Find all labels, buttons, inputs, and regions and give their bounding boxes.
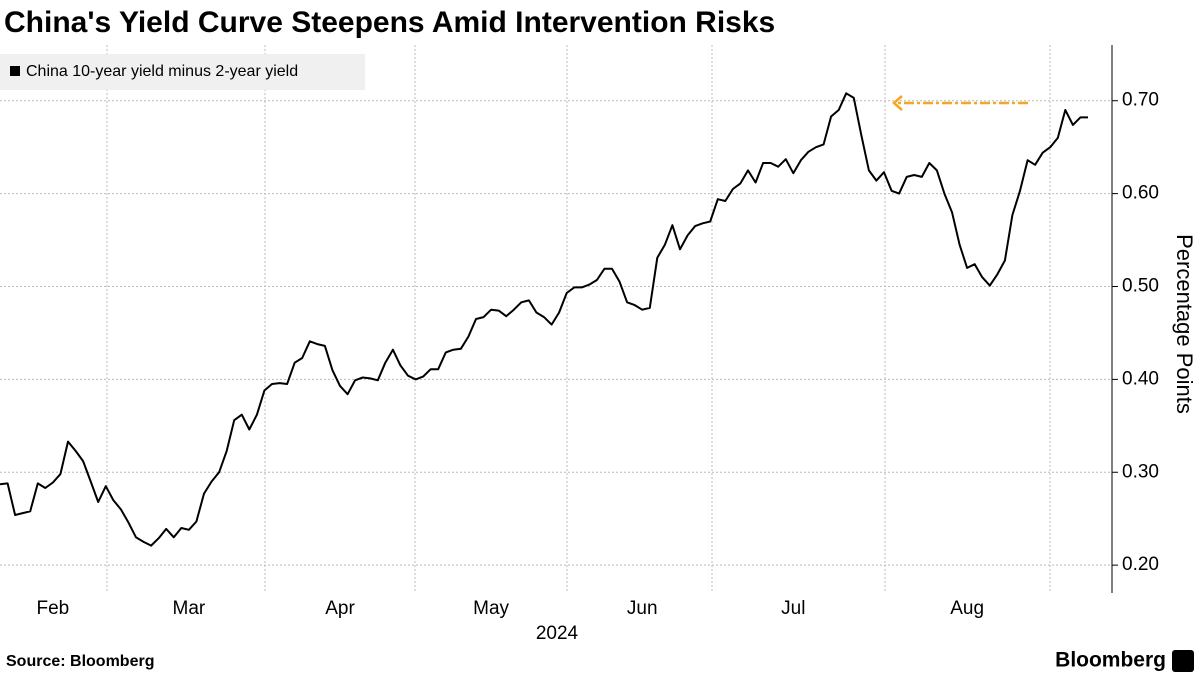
x-tick-label: Aug [950, 598, 984, 619]
source: Source: Bloomberg [6, 653, 154, 670]
legend-swatch [10, 66, 20, 76]
y-axis-label: Percentage Points [1172, 234, 1197, 414]
legend-box [0, 54, 365, 90]
x-tick-label: May [473, 598, 509, 619]
brand-icon [1172, 650, 1194, 672]
brand: Bloomberg [1055, 649, 1166, 672]
y-tick-label: 0.50 [1122, 276, 1159, 297]
x-tick-label: Jun [627, 598, 658, 619]
y-tick-label: 0.40 [1122, 368, 1159, 389]
x-tick-label: Feb [37, 598, 70, 619]
y-tick-label: 0.60 [1122, 183, 1159, 204]
legend-label: China 10-year yield minus 2-year yield [26, 63, 298, 80]
line [0, 92, 1088, 547]
x-tick-label: Apr [325, 598, 355, 619]
x-tick-label: Mar [173, 598, 206, 619]
chart-title: China's Yield Curve Steepens Amid Interv… [4, 6, 775, 39]
annotation-arrow [892, 95, 1028, 111]
x-axis-label: 2024 [536, 623, 579, 644]
x-tick-label: Jul [781, 598, 805, 619]
y-tick-label: 0.30 [1122, 461, 1159, 482]
y-tick-label: 0.70 [1122, 90, 1159, 111]
y-tick-label: 0.20 [1122, 554, 1159, 575]
